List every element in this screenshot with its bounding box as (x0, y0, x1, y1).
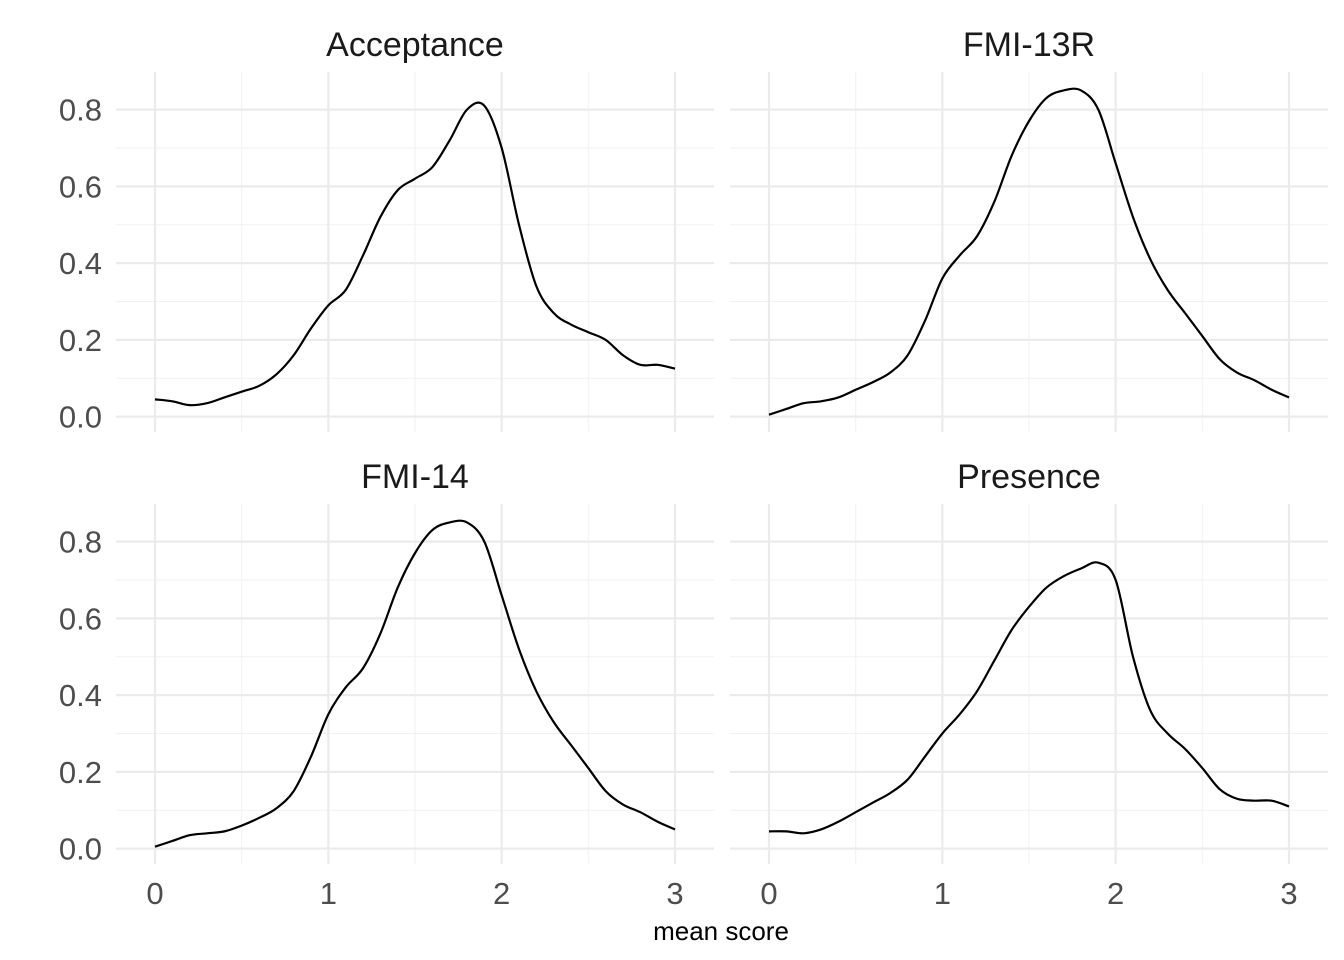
facet-title: Presence (957, 458, 1101, 496)
facet-panel: FMI-14 0.0 0.2 0.4 0.6 0.8 0 1 2 3 (59, 458, 714, 911)
y-tick-label: 0.8 (59, 93, 102, 128)
facet-title: Acceptance (326, 26, 504, 64)
x-axis-title: mean score (653, 916, 789, 946)
y-tick-label: 0.6 (59, 601, 102, 636)
x-tick-label: 1 (934, 876, 951, 911)
y-tick-label: 0.6 (59, 169, 102, 204)
x-tick-label: 2 (493, 876, 510, 911)
x-tick-label: 0 (146, 876, 163, 911)
y-tick-label: 0.0 (59, 832, 102, 867)
y-tick-label: 0.4 (59, 678, 102, 713)
facet-title: FMI-13R (963, 26, 1095, 64)
density-line (154, 519, 676, 848)
x-tick-label: 0 (760, 876, 777, 911)
x-tick-label: 3 (666, 876, 683, 911)
density-line (154, 101, 676, 407)
facet-panel: FMI-13R (730, 26, 1328, 432)
x-tick-label: 1 (320, 876, 337, 911)
y-tick-label: 0.4 (59, 246, 102, 281)
y-tick-label: 0.8 (59, 525, 102, 560)
x-tick-label: 3 (1280, 876, 1297, 911)
y-tick-label: 0.2 (59, 755, 102, 790)
facet-panel: Acceptance 0.0 0.2 0.4 0.6 0.8 (59, 26, 714, 435)
density-line (768, 87, 1290, 416)
facet-title: FMI-14 (361, 458, 469, 496)
facet-panel: Presence 0 1 2 3 (730, 458, 1328, 911)
y-tick-label: 0.0 (59, 400, 102, 435)
y-tick-label: 0.2 (59, 323, 102, 358)
x-tick-label: 2 (1107, 876, 1124, 911)
density-line (768, 561, 1290, 835)
